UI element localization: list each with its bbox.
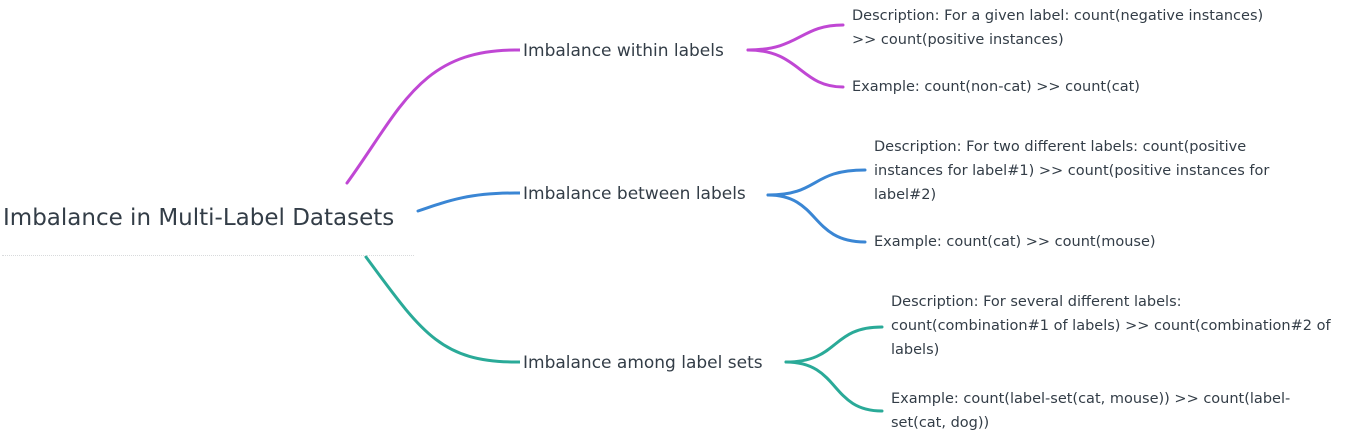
branch-within-labels[interactable]: Imbalance within labels xyxy=(523,41,724,61)
leaf-line: Example: count(non-cat) >> count(cat) xyxy=(852,79,1140,95)
connector-root-between xyxy=(416,191,517,213)
leaf-within-example[interactable]: Example: count(non-cat) >> count(cat) xyxy=(852,75,1140,99)
connector-root-among xyxy=(364,255,517,364)
connector-among-description xyxy=(784,325,884,364)
leaf-among-description[interactable]: Description: For several different label… xyxy=(891,290,1331,362)
leaf-among-example[interactable]: Example: count(label-set(cat, mouse)) >>… xyxy=(891,387,1290,435)
leaf-line: set(cat, dog)) xyxy=(891,415,990,431)
leaf-line: Description: For a given label: count(ne… xyxy=(852,8,1264,24)
leaf-line: instances for label#1) >> count(positive… xyxy=(874,163,1270,179)
branch-among-label-sets[interactable]: Imbalance among label sets xyxy=(523,353,763,373)
leaf-line: Example: count(cat) >> count(mouse) xyxy=(874,234,1156,250)
leaf-line: >> count(positive instances) xyxy=(852,32,1064,48)
leaf-line: Description: For several different label… xyxy=(891,294,1182,310)
branch-between-labels[interactable]: Imbalance between labels xyxy=(523,184,746,204)
connector-root-within xyxy=(345,48,517,185)
root-topic-underline xyxy=(2,255,414,256)
leaf-line: label#2) xyxy=(874,187,937,203)
leaf-between-description[interactable]: Description: For two different labels: c… xyxy=(874,135,1269,207)
root-topic[interactable]: Imbalance in Multi-Label Datasets xyxy=(3,205,395,231)
connector-between-example xyxy=(766,193,867,244)
leaf-within-description[interactable]: Description: For a given label: count(ne… xyxy=(852,4,1263,52)
leaf-line: Example: count(label-set(cat, mouse)) >>… xyxy=(891,391,1291,407)
connector-between-description xyxy=(766,168,867,197)
connector-within-description xyxy=(746,23,845,52)
leaf-line: Description: For two different labels: c… xyxy=(874,139,1247,155)
leaf-between-example[interactable]: Example: count(cat) >> count(mouse) xyxy=(874,230,1156,254)
leaf-line: count(combination#1 of labels) >> count(… xyxy=(891,318,1331,334)
connector-within-example xyxy=(746,48,845,89)
connector-among-example xyxy=(784,360,884,413)
leaf-line: labels) xyxy=(891,342,940,358)
